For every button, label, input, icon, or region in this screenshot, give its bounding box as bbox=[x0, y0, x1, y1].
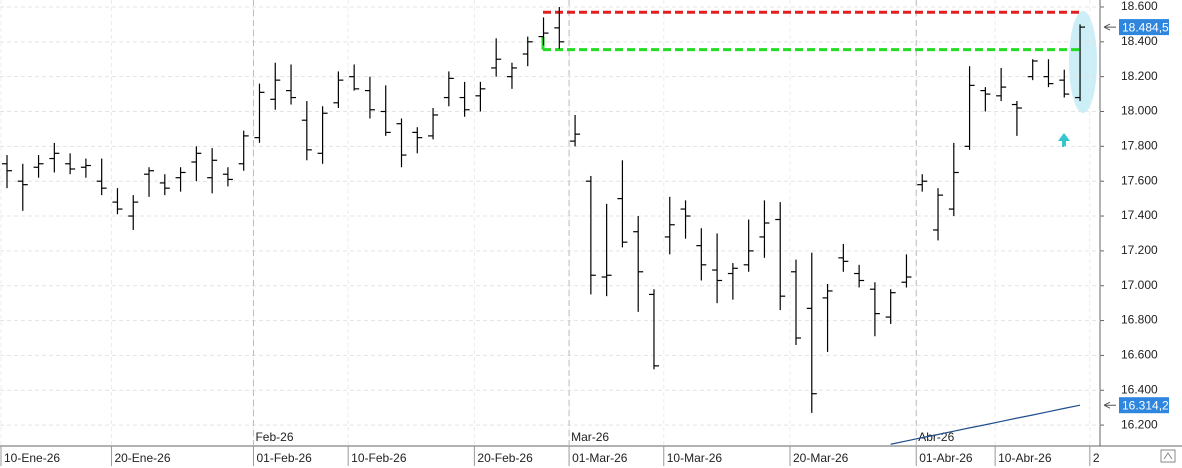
y-tick-label: 16.600 bbox=[1121, 348, 1158, 362]
y-tick-label: 18.200 bbox=[1121, 69, 1158, 83]
y-tick-label: 18.000 bbox=[1121, 104, 1158, 118]
indicator-line bbox=[890, 404, 1081, 445]
y-tick-label: 18.400 bbox=[1121, 34, 1158, 48]
y-tick-label: 17.000 bbox=[1121, 278, 1158, 292]
corner-icon bbox=[1160, 449, 1176, 463]
month-label: Abr-26 bbox=[918, 430, 954, 444]
month-label: Feb-26 bbox=[255, 430, 293, 444]
y-tick-label: 16.400 bbox=[1121, 382, 1158, 396]
x-tick-label: 2 bbox=[1093, 451, 1100, 465]
price-tag-pointer bbox=[1103, 401, 1116, 409]
x-tick-label: 10-Feb-26 bbox=[351, 451, 407, 465]
y-tick-label: 16.200 bbox=[1121, 417, 1158, 431]
y-tick-label: 17.200 bbox=[1121, 243, 1158, 257]
x-tick-label: 20-Ene-26 bbox=[114, 451, 170, 465]
x-tick-label: 10-Mar-26 bbox=[667, 451, 723, 465]
price-tag-label: 16.314,2 bbox=[1122, 398, 1169, 412]
x-tick-label: 10-Abr-26 bbox=[998, 451, 1052, 465]
x-tick-label: 10-Ene-26 bbox=[4, 451, 60, 465]
highlight-ellipse bbox=[1069, 11, 1097, 113]
x-tick-label: 20-Mar-26 bbox=[793, 451, 849, 465]
y-tick-label: 17.600 bbox=[1121, 173, 1158, 187]
plot-layer bbox=[0, 0, 1100, 446]
price-tag-pointer bbox=[1103, 23, 1116, 31]
price-tag bbox=[1119, 397, 1169, 414]
y-tick-label: 17.800 bbox=[1121, 139, 1158, 153]
x-tick-label: 01-Feb-26 bbox=[256, 451, 312, 465]
y-tick-label: 16.800 bbox=[1121, 313, 1158, 327]
up-arrow bbox=[1058, 133, 1070, 147]
month-label: Mar-26 bbox=[571, 430, 609, 444]
price-tag bbox=[1119, 19, 1169, 36]
y-tick-label: 18.600 bbox=[1121, 0, 1158, 13]
x-tick-label: 01-Mar-26 bbox=[572, 451, 628, 465]
x-tick-label: 20-Feb-26 bbox=[477, 451, 533, 465]
price-tag-label: 18.484,5 bbox=[1122, 20, 1169, 34]
x-tick-label: 01-Abr-26 bbox=[919, 451, 973, 465]
y-tick-label: 17.400 bbox=[1121, 208, 1158, 222]
corner-icon-glyph bbox=[1163, 452, 1173, 460]
